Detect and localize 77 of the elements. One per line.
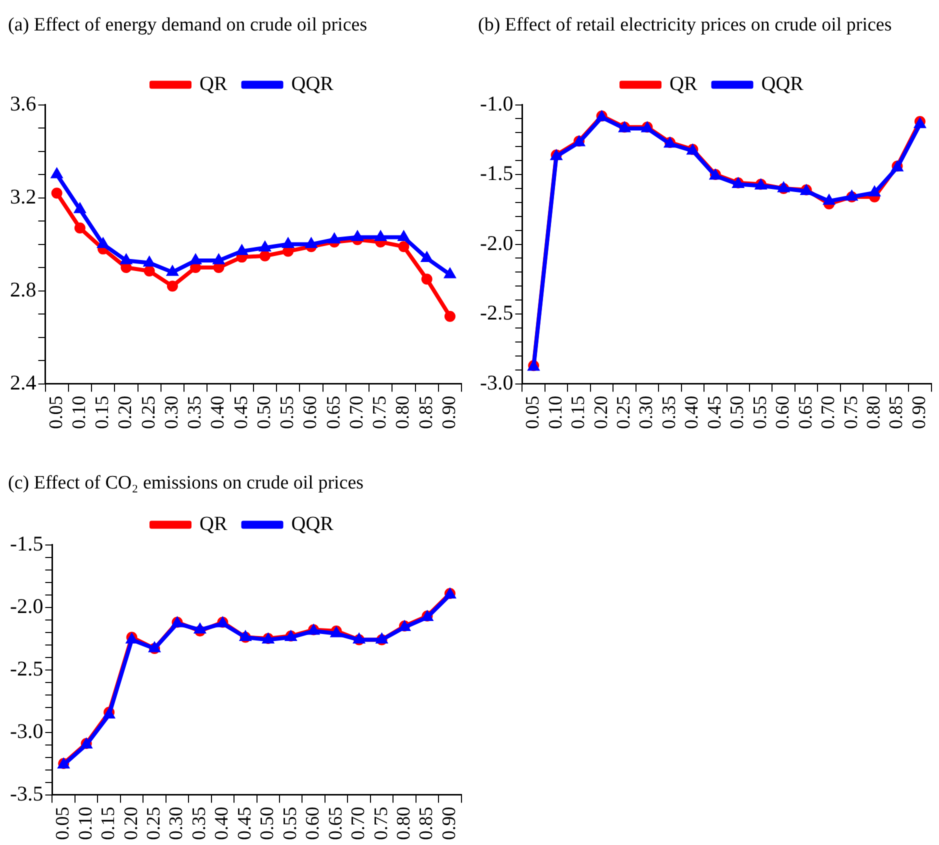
legend-label: QR bbox=[199, 513, 228, 536]
x-tick-label: 0.20 bbox=[120, 806, 142, 840]
x-tick-label: 0.90 bbox=[438, 806, 460, 840]
x-tick-label: 0.10 bbox=[75, 806, 96, 840]
x-tick-label: 0.50 bbox=[254, 396, 275, 429]
x-tick-label: 0.40 bbox=[208, 396, 229, 429]
x-tick-label: 0.15 bbox=[92, 396, 114, 429]
x-tick-label: 0.60 bbox=[772, 396, 794, 429]
y-tick-label: -1.0 bbox=[480, 91, 514, 116]
x-tick-label: 0.30 bbox=[166, 806, 188, 840]
legend-label: QR bbox=[199, 73, 228, 96]
x-tick-label: 0.40 bbox=[212, 806, 233, 840]
x-tick-label: 0.05 bbox=[522, 396, 544, 429]
x-tick-label: 0.15 bbox=[568, 396, 590, 429]
y-tick-label: -2.0 bbox=[480, 230, 514, 255]
x-tick-label: 0.85 bbox=[416, 806, 438, 840]
x-tick-label: 0.80 bbox=[392, 396, 414, 429]
y-tick-label: -2.5 bbox=[480, 300, 514, 325]
x-tick-label: 0.85 bbox=[416, 396, 437, 429]
x-tick-label: 0.25 bbox=[144, 806, 164, 840]
x-tick-label: 0.80 bbox=[864, 396, 885, 429]
y-tick-label: -1.5 bbox=[10, 531, 44, 556]
y-tick-label: 2.4 bbox=[10, 370, 37, 394]
legend-label: QQR bbox=[291, 513, 334, 536]
x-tick-label: 0.05 bbox=[52, 806, 74, 840]
chart-title: (c) Effect of CO₂ emissions on crude oil prices bbox=[8, 472, 364, 494]
x-tick-label: 0.65 bbox=[323, 396, 344, 429]
x-tick-label: 0.10 bbox=[545, 396, 566, 429]
x-tick-label: 0.65 bbox=[795, 396, 816, 429]
x-tick-label: 0.55 bbox=[750, 396, 771, 429]
x-tick-label: 0.50 bbox=[257, 806, 278, 840]
x-tick-label: 0.70 bbox=[348, 806, 370, 840]
x-tick-label: 0.35 bbox=[188, 806, 210, 840]
x-tick-label: 0.45 bbox=[234, 806, 256, 840]
x-tick-label: 0.55 bbox=[280, 806, 301, 840]
legend-label: QQR bbox=[291, 73, 334, 96]
y-tick-label: 2.8 bbox=[10, 277, 36, 302]
x-tick-label: 0.75 bbox=[370, 396, 391, 429]
x-tick-label: 0.30 bbox=[636, 396, 658, 429]
y-tick-label: -2.0 bbox=[10, 594, 44, 618]
x-tick-label: 0.60 bbox=[300, 396, 322, 429]
y-tick-label: -3.0 bbox=[10, 718, 44, 743]
x-tick-label: 0.70 bbox=[818, 396, 840, 429]
y-tick-label: -1.5 bbox=[480, 161, 514, 186]
y-tick-label: -3.0 bbox=[480, 370, 514, 394]
x-tick-label: 0.35 bbox=[184, 396, 206, 429]
x-tick-label: 0.80 bbox=[394, 806, 415, 840]
y-tick-label: -2.5 bbox=[10, 656, 44, 680]
x-tick-label: 0.65 bbox=[325, 806, 346, 840]
x-tick-label: 0.10 bbox=[68, 396, 90, 429]
x-tick-label: 0.25 bbox=[614, 396, 634, 429]
x-tick-label: 0.85 bbox=[886, 396, 908, 429]
x-tick-label: 0.35 bbox=[658, 396, 680, 429]
x-tick-label: 0.45 bbox=[704, 396, 726, 429]
y-tick-label: 3.6 bbox=[10, 91, 36, 116]
x-tick-label: 0.20 bbox=[590, 396, 612, 429]
x-tick-label: 0.50 bbox=[727, 396, 748, 429]
x-tick-label: 0.05 bbox=[46, 396, 67, 429]
chart-title: (b) Effect of retail electricity prices on crude oil prices bbox=[478, 14, 892, 36]
y-tick-label: 3.2 bbox=[10, 184, 36, 208]
legend-label: QQR bbox=[761, 73, 804, 96]
x-tick-label: 0.75 bbox=[840, 396, 862, 429]
x-tick-label: 0.60 bbox=[302, 806, 324, 840]
x-tick-label: 0.25 bbox=[138, 396, 160, 429]
x-tick-label: 0.30 bbox=[161, 396, 182, 429]
legend-label: QR bbox=[669, 73, 698, 96]
x-tick-label: 0.90 bbox=[908, 396, 930, 429]
x-tick-label: 0.15 bbox=[98, 806, 120, 840]
x-tick-label: 0.40 bbox=[682, 396, 703, 429]
x-tick-label: 0.55 bbox=[277, 396, 298, 429]
x-tick-label: 0.20 bbox=[115, 396, 136, 429]
y-tick-label: -3.5 bbox=[10, 781, 44, 806]
x-tick-label: 0.90 bbox=[438, 396, 460, 429]
x-tick-label: 0.45 bbox=[230, 396, 252, 429]
chart-title: (a) Effect of energy demand on crude oil prices bbox=[8, 14, 368, 36]
x-tick-label: 0.70 bbox=[346, 396, 368, 429]
x-tick-label: 0.75 bbox=[370, 806, 392, 840]
